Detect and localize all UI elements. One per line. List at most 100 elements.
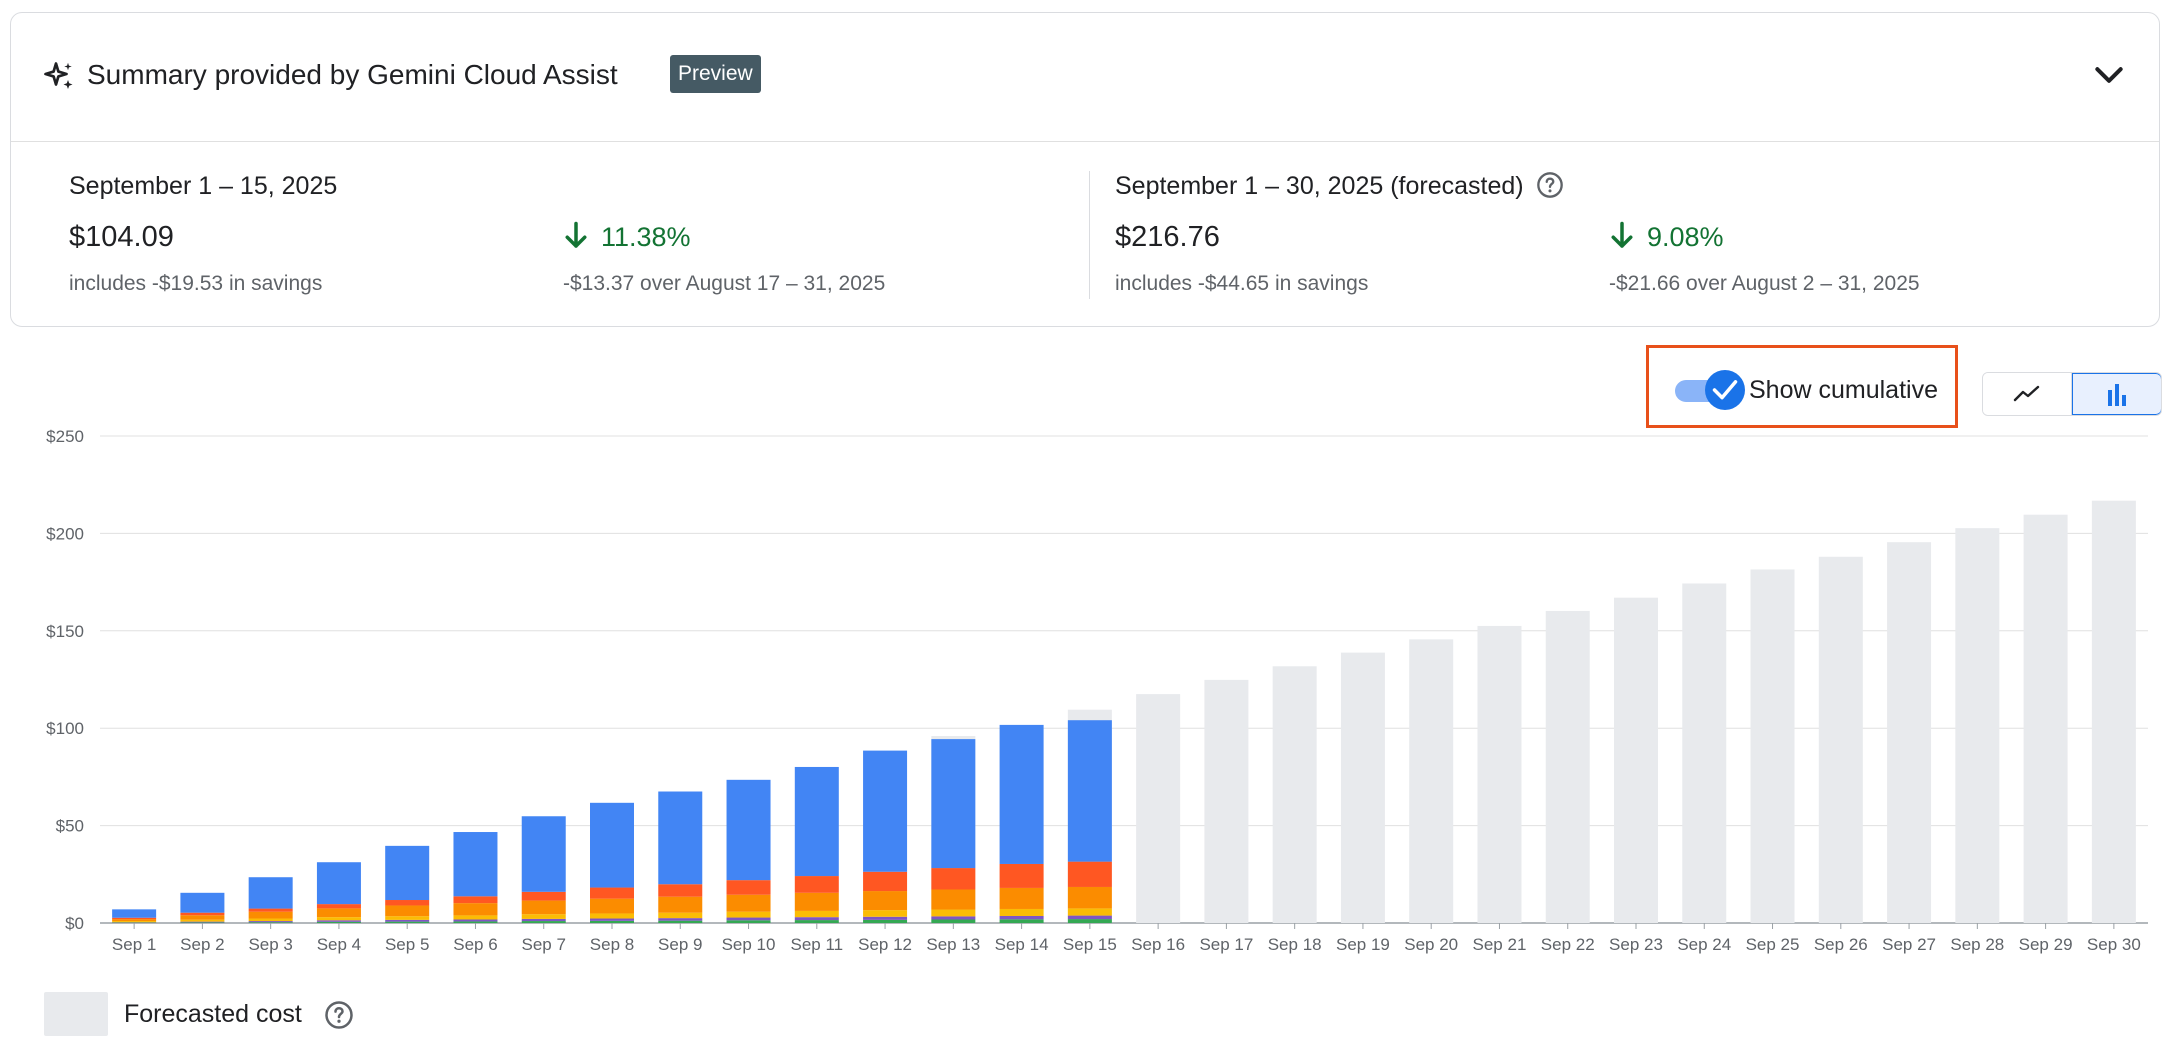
forecast-bar[interactable] xyxy=(1614,597,1658,923)
stacked-bar-segment[interactable] xyxy=(794,910,839,918)
stacked-bar-segment[interactable] xyxy=(316,920,361,922)
stacked-bar-segment[interactable] xyxy=(316,917,361,921)
stacked-bar-segment[interactable] xyxy=(863,891,908,911)
stacked-bar-segment[interactable] xyxy=(726,911,771,918)
stacked-bar-segment[interactable] xyxy=(385,900,430,906)
stacked-bar-segment[interactable] xyxy=(658,920,703,923)
stacked-bar-segment[interactable] xyxy=(1067,720,1112,862)
stacked-bar-segment[interactable] xyxy=(794,917,839,921)
help-icon[interactable] xyxy=(324,1000,354,1030)
stacked-bar-segment[interactable] xyxy=(658,918,703,921)
stacked-bar-segment[interactable] xyxy=(180,922,225,923)
forecast-bar[interactable] xyxy=(2091,500,2136,923)
stacked-bar-segment[interactable] xyxy=(385,905,430,917)
stacked-bar-segment[interactable] xyxy=(863,910,908,917)
stacked-bar-segment[interactable] xyxy=(999,915,1044,920)
stacked-bar-segment[interactable] xyxy=(863,871,908,892)
stacked-bar-segment[interactable] xyxy=(863,919,908,923)
stacked-bar-segment[interactable] xyxy=(248,918,293,922)
stacked-bar-segment[interactable] xyxy=(248,908,293,912)
stacked-bar-segment[interactable] xyxy=(658,912,703,919)
stacked-bar-segment[interactable] xyxy=(453,903,498,916)
stacked-bar-segment[interactable] xyxy=(316,904,361,909)
stacked-bar-segment[interactable] xyxy=(112,917,157,920)
forecast-bar[interactable] xyxy=(1545,610,1590,923)
forecast-bar[interactable] xyxy=(2023,514,2068,923)
forecast-bar[interactable] xyxy=(1272,666,1317,923)
stacked-bar-segment[interactable] xyxy=(863,750,908,872)
stacked-bar-segment[interactable] xyxy=(590,920,634,923)
stacked-bar-segment[interactable] xyxy=(794,920,839,923)
stacked-bar-segment[interactable] xyxy=(453,919,498,922)
stacked-bar-segment[interactable] xyxy=(590,913,634,919)
stacked-bar-segment[interactable] xyxy=(590,918,634,921)
stacked-bar-segment[interactable] xyxy=(1067,886,1112,909)
stacked-bar-segment[interactable] xyxy=(1067,915,1112,920)
stacked-bar-segment[interactable] xyxy=(794,766,839,877)
stacked-bar-segment[interactable] xyxy=(112,921,157,923)
show-cumulative-toggle[interactable]: Show cumulative xyxy=(1646,345,1958,428)
stacked-bar-segment[interactable] xyxy=(590,887,634,899)
stacked-bar-segment[interactable] xyxy=(316,862,361,905)
forecast-bar[interactable] xyxy=(1340,652,1385,923)
stacked-bar-segment[interactable] xyxy=(726,779,771,881)
stacked-bar-segment[interactable] xyxy=(248,911,293,919)
summary-header[interactable]: Summary provided by Gemini Cloud Assist … xyxy=(11,13,2159,142)
stacked-bar-segment[interactable] xyxy=(248,922,293,923)
stacked-bar-segment[interactable] xyxy=(180,919,225,922)
stacked-bar-segment[interactable] xyxy=(658,791,703,885)
stacked-bar-segment[interactable] xyxy=(453,832,498,897)
stacked-bar-segment[interactable] xyxy=(521,914,566,919)
stacked-bar-segment[interactable] xyxy=(999,863,1044,888)
toggle-knob[interactable] xyxy=(1705,370,1745,410)
stacked-bar-segment[interactable] xyxy=(999,919,1044,923)
stacked-bar-segment[interactable] xyxy=(521,900,566,915)
line-view-button[interactable] xyxy=(1983,373,2072,415)
bar-view-button[interactable] xyxy=(2072,373,2161,415)
stacked-bar-segment[interactable] xyxy=(521,921,566,923)
forecast-bar[interactable] xyxy=(1477,625,1522,923)
stacked-bar-segment[interactable] xyxy=(1067,908,1112,916)
stacked-bar-segment[interactable] xyxy=(931,916,976,920)
stacked-bar-segment[interactable] xyxy=(726,920,771,923)
stacked-bar-segment[interactable] xyxy=(658,896,703,913)
stacked-bar-segment[interactable] xyxy=(248,877,293,909)
stacked-bar-segment[interactable] xyxy=(794,876,839,893)
stacked-bar-segment[interactable] xyxy=(180,892,225,913)
forecast-bar[interactable] xyxy=(1887,542,1932,923)
stacked-bar-segment[interactable] xyxy=(521,918,566,922)
forecast-bar[interactable] xyxy=(1136,694,1181,923)
stacked-bar-segment[interactable] xyxy=(794,892,839,911)
stacked-bar-segment[interactable] xyxy=(931,889,976,910)
forecast-bar[interactable] xyxy=(1955,528,2000,923)
stacked-bar-segment[interactable] xyxy=(385,919,430,922)
stacked-bar-segment[interactable] xyxy=(316,908,361,918)
stacked-bar-segment[interactable] xyxy=(112,909,157,918)
stacked-bar-segment[interactable] xyxy=(521,816,566,892)
stacked-bar-segment[interactable] xyxy=(385,921,430,923)
stacked-bar-segment[interactable] xyxy=(931,909,976,917)
forecast-bar[interactable] xyxy=(1682,583,1727,923)
stacked-bar-segment[interactable] xyxy=(453,896,498,904)
stacked-bar-segment[interactable] xyxy=(590,898,634,914)
stacked-bar-segment[interactable] xyxy=(999,724,1044,864)
stacked-bar-segment[interactable] xyxy=(1067,861,1112,887)
stacked-bar-segment[interactable] xyxy=(658,884,703,897)
stacked-bar-segment[interactable] xyxy=(999,887,1044,909)
forecast-bar[interactable] xyxy=(1818,556,1863,923)
stacked-bar-segment[interactable] xyxy=(521,891,566,901)
stacked-bar-segment[interactable] xyxy=(180,912,225,916)
forecast-bar[interactable] xyxy=(1409,639,1454,923)
stacked-bar-segment[interactable] xyxy=(316,921,361,923)
stacked-bar-segment[interactable] xyxy=(863,916,908,920)
stacked-bar-segment[interactable] xyxy=(726,917,771,921)
forecast-bar[interactable] xyxy=(1204,679,1249,923)
forecast-bar[interactable] xyxy=(1750,569,1795,923)
stacked-bar-segment[interactable] xyxy=(726,894,771,912)
stacked-bar-segment[interactable] xyxy=(1067,919,1112,923)
stacked-bar-segment[interactable] xyxy=(248,921,293,923)
stacked-bar-segment[interactable] xyxy=(453,915,498,920)
stacked-bar-segment[interactable] xyxy=(590,802,634,888)
stacked-bar-segment[interactable] xyxy=(931,919,976,923)
stacked-bar-segment[interactable] xyxy=(999,908,1044,916)
